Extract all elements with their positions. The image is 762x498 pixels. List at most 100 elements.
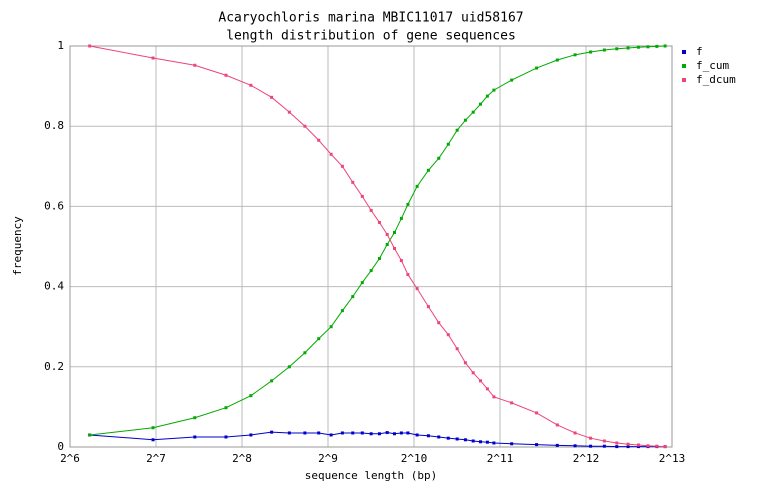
legend-label: f [696,45,703,58]
data-point [224,406,228,410]
data-point [151,426,155,430]
data-point [193,416,197,420]
data-point [317,431,321,435]
data-point [224,73,228,77]
data-point [626,442,630,446]
data-point [392,432,396,436]
data-point [492,88,496,92]
data-point [340,431,344,435]
data-point [646,444,650,448]
data-point [646,45,650,49]
data-point [492,441,496,445]
plot-frame [69,45,673,448]
data-point [399,216,403,220]
y-axis-label: frequency [11,216,24,276]
x-tick-label: 2^10 [401,452,428,465]
data-point [406,273,410,277]
data-point [287,431,291,435]
data-point [573,53,577,57]
data-point [303,431,307,435]
data-point [478,379,482,383]
data-point [193,435,197,439]
y-tick-label: 0.4 [44,280,64,293]
data-point [485,387,489,391]
x-tick-label: 2^8 [232,452,252,465]
data-point [446,436,450,440]
data-point [317,337,321,341]
x-tick-label: 2^9 [318,452,338,465]
data-point [463,438,467,442]
data-point [392,230,396,234]
data-point [510,442,514,446]
data-point [535,66,539,70]
data-point [369,269,373,273]
legend-label: f_cum [696,59,729,72]
data-point [626,445,630,449]
data-point [426,168,430,172]
data-point [399,431,403,435]
data-point [573,431,577,435]
data-point [399,259,403,263]
data-point [329,325,333,329]
data-point [426,434,430,438]
data-point [340,309,344,313]
data-point [455,347,459,351]
data-point [360,431,364,435]
data-point [351,295,355,299]
chart-subtitle: length distribution of gene sequences [226,29,516,44]
data-point [602,48,606,52]
y-tick-label: 1 [57,39,64,52]
data-point [615,445,619,449]
data-point [377,220,381,224]
data-point [385,232,389,236]
data-point [426,305,430,309]
data-point [535,443,539,447]
y-tick-label: 0.6 [44,199,64,212]
data-point [249,433,253,437]
data-point [615,441,619,445]
data-point [270,430,274,434]
data-point [446,333,450,337]
data-point [377,432,381,436]
data-point [415,184,419,188]
data-point [655,44,659,48]
data-point [151,56,155,60]
y-tick-label: 0.2 [44,360,64,373]
data-point [602,444,606,448]
data-point [555,423,559,427]
data-point [369,432,373,436]
data-point [249,83,253,87]
data-point [485,440,489,444]
data-point [224,435,228,439]
data-point [88,433,92,437]
data-point [555,443,559,447]
data-point [471,110,475,114]
data-point [385,431,389,435]
x-tick-label: 2^11 [487,452,514,465]
data-point [663,44,667,48]
data-point [626,46,630,50]
data-point [303,124,307,128]
data-point [510,78,514,82]
data-point [406,431,410,435]
data-point [392,247,396,251]
data-point [437,321,441,325]
data-point [446,142,450,146]
data-point [415,433,419,437]
x-tick-label: 2^12 [573,452,600,465]
data-point [471,439,475,443]
chart-title: Acaryochloris marina MBIC11017 uid58167 [218,11,523,26]
data-point [287,110,291,114]
data-point [351,180,355,184]
data-point [555,58,559,62]
data-point [510,401,514,405]
data-point [463,118,467,122]
legend-label: f_dcum [696,73,736,86]
y-tick-label: 0.8 [44,119,64,132]
data-point [455,128,459,132]
data-point [463,361,467,365]
data-point [340,164,344,168]
y-tick-label: 0 [57,440,64,453]
data-point [317,138,321,142]
